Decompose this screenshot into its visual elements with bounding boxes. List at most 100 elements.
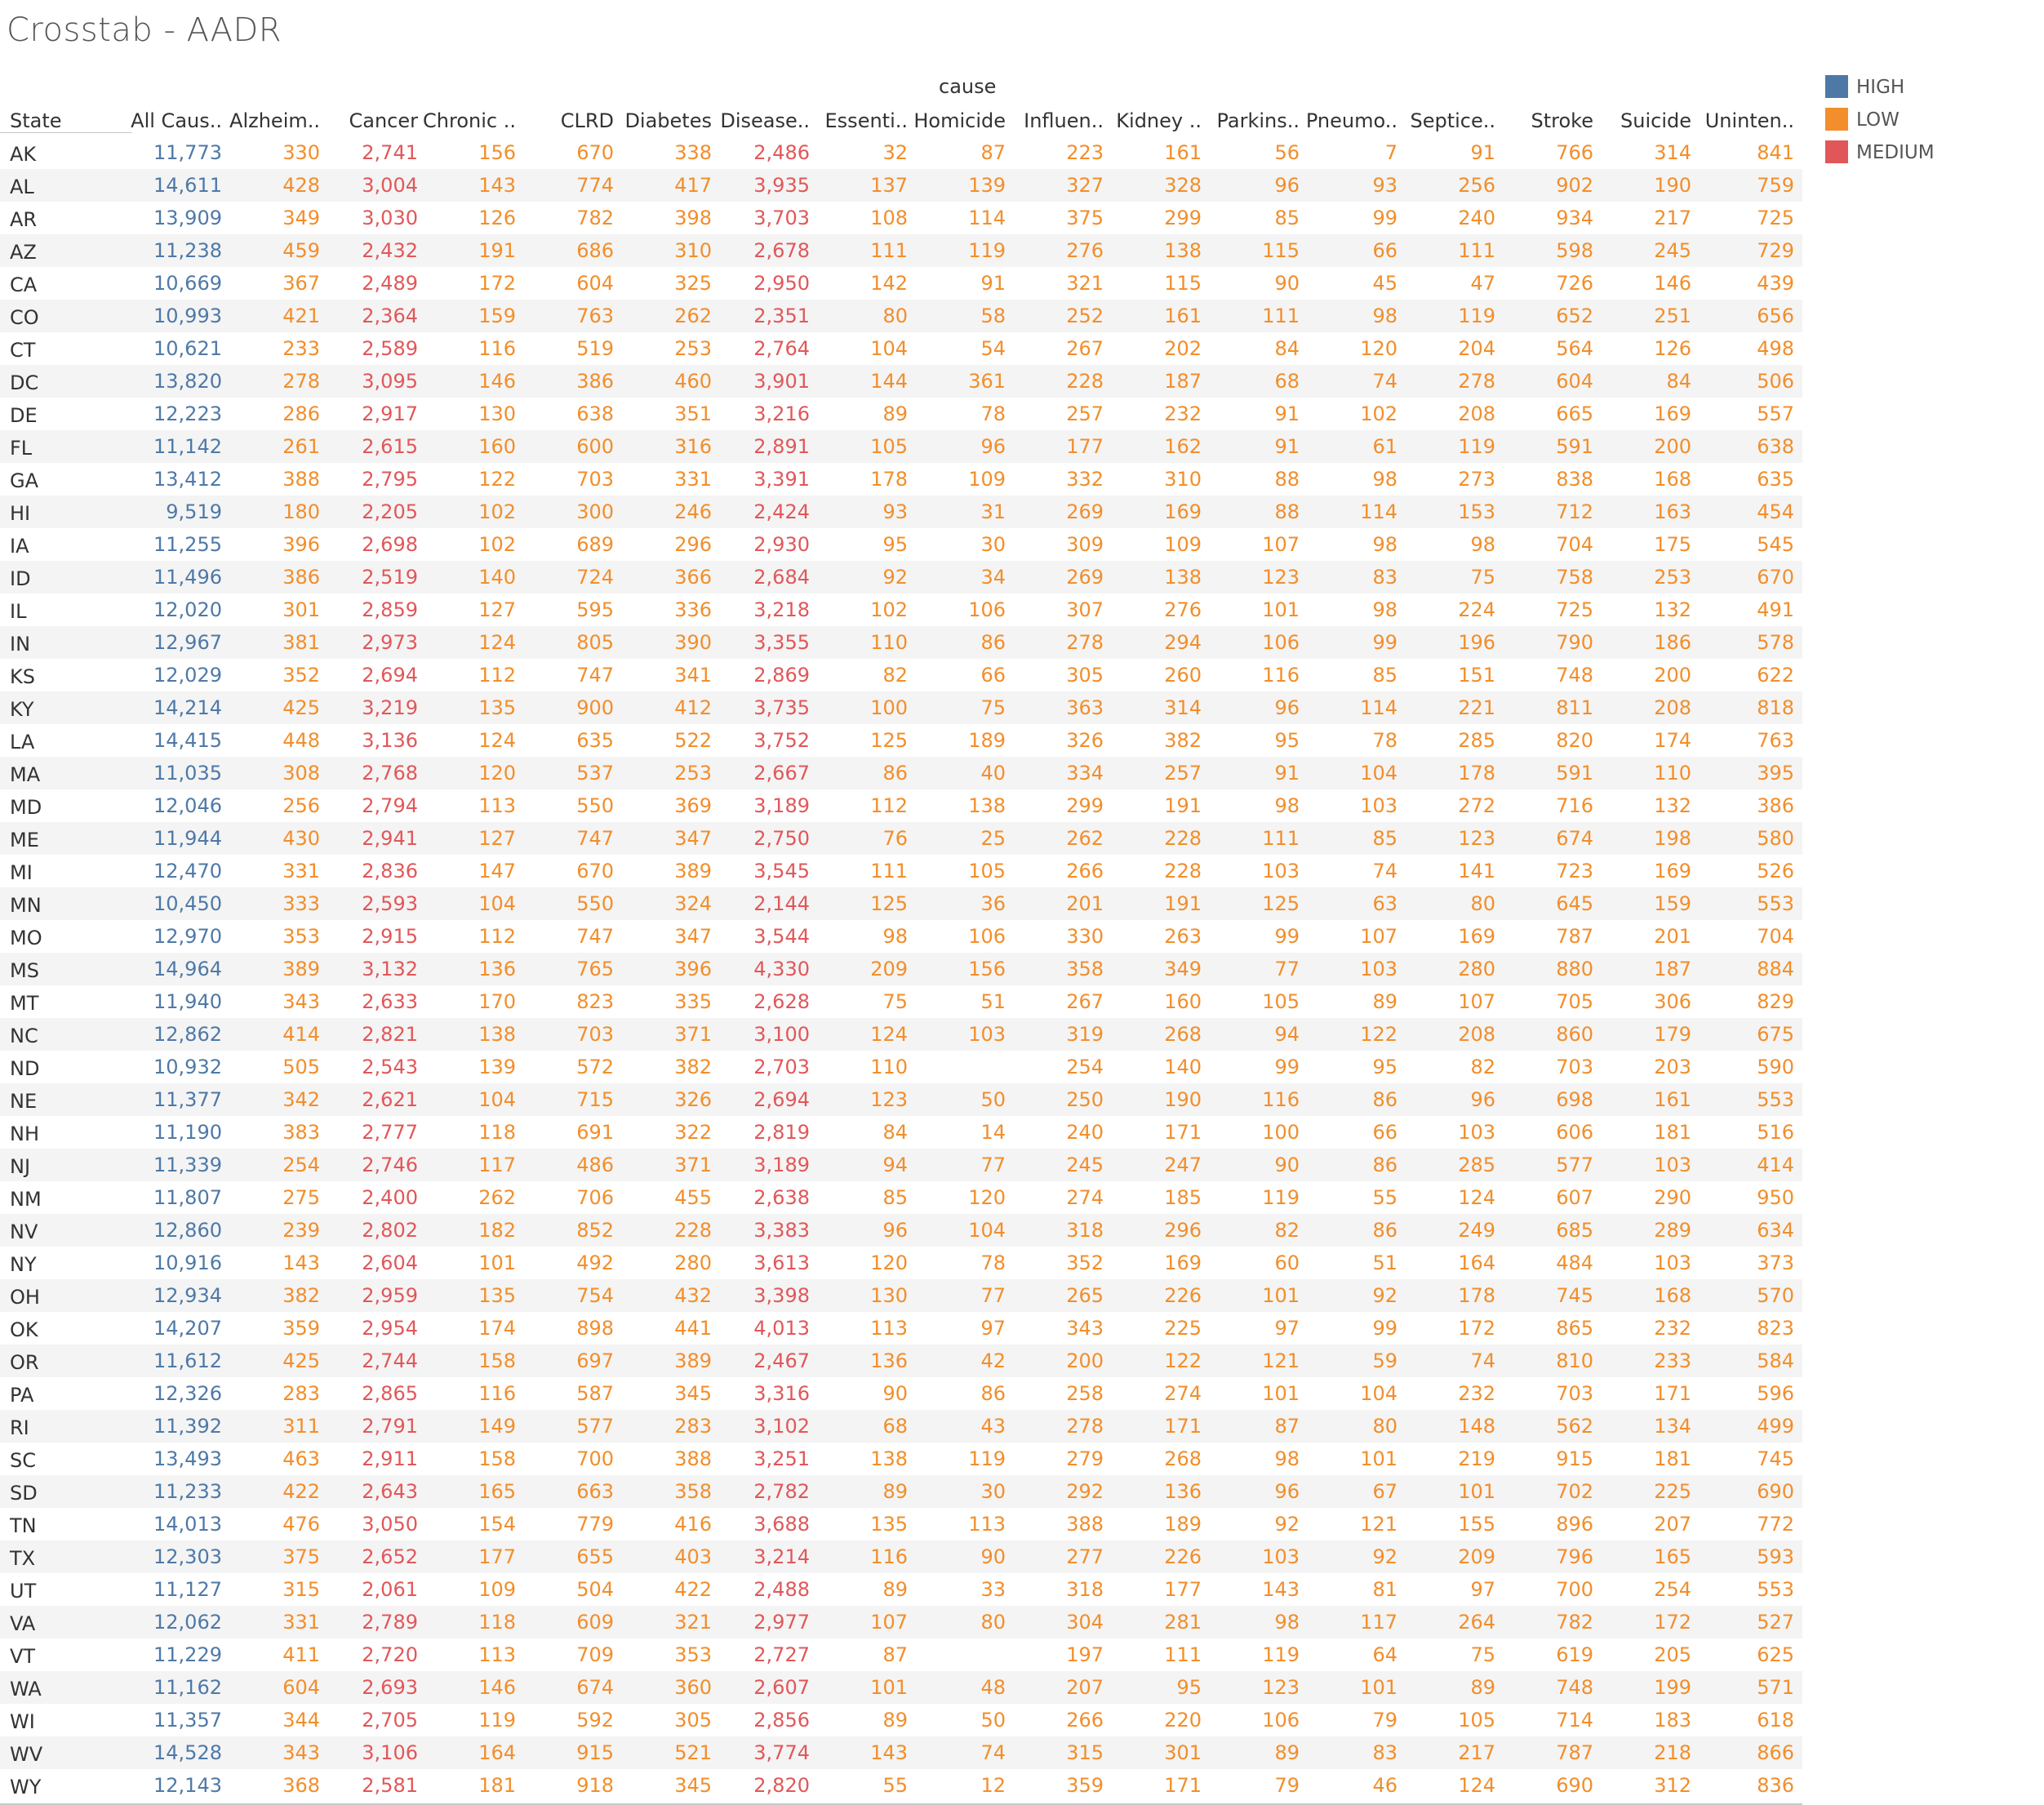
column-header[interactable]: Uninten.. (1704, 109, 1794, 132)
table-cell[interactable]: 118 (478, 1121, 516, 1144)
table-cell[interactable]: 2,856 (753, 1709, 810, 1732)
table-cell[interactable]: 91 (1274, 402, 1300, 425)
table-cell[interactable]: 96 (882, 1219, 908, 1242)
table-cell[interactable]: 369 (674, 794, 712, 817)
table-cell[interactable]: 703 (1556, 1056, 1593, 1078)
table-cell[interactable]: 3,219 (362, 696, 418, 719)
table-cell[interactable]: 790 (1556, 631, 1593, 654)
table-cell[interactable]: 3,935 (753, 174, 810, 197)
table-cell[interactable]: 220 (1164, 1709, 1202, 1732)
table-cell[interactable]: 11,162 (153, 1676, 222, 1699)
table-cell[interactable]: 319 (1066, 1023, 1104, 1046)
table-cell[interactable]: 709 (576, 1643, 614, 1666)
table-cell[interactable]: 712 (1556, 500, 1593, 523)
table-cell[interactable]: 2,727 (753, 1643, 810, 1666)
table-cell[interactable]: 92 (1372, 1545, 1397, 1568)
table-cell[interactable]: 96 (1470, 1088, 1495, 1111)
table-cell[interactable]: 326 (674, 1088, 712, 1111)
table-cell[interactable]: 758 (1556, 566, 1593, 589)
table-cell[interactable]: 67 (1372, 1480, 1397, 1503)
table-cell[interactable]: 169 (1654, 402, 1691, 425)
table-cell[interactable]: 4,330 (753, 958, 810, 980)
table-cell[interactable]: 587 (576, 1382, 614, 1405)
table-cell[interactable]: 155 (1458, 1513, 1495, 1536)
table-cell[interactable]: 12,143 (153, 1774, 222, 1797)
table-cell[interactable]: 11,229 (153, 1643, 222, 1666)
table-cell[interactable]: 120 (1360, 337, 1397, 360)
table-cell[interactable]: 153 (1458, 500, 1495, 523)
table-cell[interactable]: 841 (1757, 141, 1794, 164)
table-cell[interactable]: 674 (576, 1676, 614, 1699)
table-cell[interactable]: 2,865 (362, 1382, 418, 1405)
table-cell[interactable]: 177 (478, 1545, 516, 1568)
table-cell[interactable]: 232 (1654, 1317, 1691, 1340)
table-cell[interactable]: 382 (1164, 729, 1202, 752)
table-cell[interactable]: 86 (1372, 1154, 1397, 1176)
table-cell[interactable]: 102 (478, 500, 516, 523)
table-cell[interactable]: 104 (478, 892, 516, 915)
table-cell[interactable]: 306 (1654, 990, 1691, 1013)
table-cell[interactable]: 663 (576, 1480, 614, 1503)
table-cell[interactable]: 200 (1654, 664, 1691, 687)
table-cell[interactable]: 349 (1164, 958, 1202, 980)
table-cell[interactable]: 564 (1556, 337, 1593, 360)
table-cell[interactable]: 169 (1164, 500, 1202, 523)
table-cell[interactable]: 138 (1164, 566, 1202, 589)
table-cell[interactable]: 97 (1470, 1578, 1495, 1601)
table-cell[interactable]: 278 (282, 370, 320, 393)
table-cell[interactable]: 283 (282, 1382, 320, 1405)
table-cell[interactable]: 3,703 (753, 207, 810, 229)
table-cell[interactable]: 309 (1066, 533, 1104, 556)
table-cell[interactable]: 126 (1654, 337, 1691, 360)
table-cell[interactable]: 256 (282, 794, 320, 817)
table-cell[interactable]: 396 (282, 533, 320, 556)
table-cell[interactable]: 267 (1066, 337, 1104, 360)
table-cell[interactable]: 86 (882, 762, 908, 785)
table-cell[interactable]: 200 (1066, 1349, 1104, 1372)
table-cell[interactable]: 113 (478, 794, 516, 817)
table-cell[interactable]: 670 (576, 141, 614, 164)
column-header[interactable]: Septice.. (1410, 109, 1495, 132)
table-cell[interactable]: 383 (282, 1121, 320, 1144)
table-cell[interactable]: 373 (1757, 1251, 1794, 1274)
table-cell[interactable]: 86 (1372, 1219, 1397, 1242)
table-cell[interactable]: 2,633 (362, 990, 418, 1013)
table-cell[interactable]: 113 (478, 1643, 516, 1666)
table-cell[interactable]: 267 (1066, 990, 1104, 1013)
table-cell[interactable]: 156 (478, 141, 516, 164)
table-cell[interactable]: 11,392 (153, 1415, 222, 1438)
table-cell[interactable]: 48 (980, 1676, 1006, 1699)
table-cell[interactable]: 187 (1654, 958, 1691, 980)
table-cell[interactable]: 119 (1458, 435, 1495, 458)
table-cell[interactable]: 381 (282, 631, 320, 654)
table-cell[interactable]: 169 (1458, 925, 1495, 948)
table-cell[interactable]: 84 (1666, 370, 1691, 393)
table-cell[interactable]: 278 (1066, 1415, 1104, 1438)
table-cell[interactable]: 123 (1262, 566, 1300, 589)
table-cell[interactable]: 884 (1757, 958, 1794, 980)
table-cell[interactable]: 126 (478, 207, 516, 229)
table-cell[interactable]: 83 (1372, 1741, 1397, 1764)
table-cell[interactable]: 66 (980, 664, 1006, 687)
table-cell[interactable]: 609 (576, 1611, 614, 1634)
table-cell[interactable]: 2,950 (753, 272, 810, 295)
table-cell[interactable]: 398 (674, 207, 712, 229)
table-cell[interactable]: 158 (478, 1447, 516, 1470)
table-cell[interactable]: 274 (1066, 1186, 1104, 1209)
table-cell[interactable]: 484 (1556, 1251, 1593, 1274)
table-cell[interactable]: 360 (674, 1676, 712, 1699)
table-cell[interactable]: 47 (1470, 272, 1495, 295)
table-cell[interactable]: 359 (1066, 1774, 1104, 1797)
table-cell[interactable]: 592 (576, 1709, 614, 1732)
table-cell[interactable]: 245 (1654, 239, 1691, 262)
table-cell[interactable]: 103 (1654, 1251, 1691, 1274)
table-cell[interactable]: 182 (478, 1219, 516, 1242)
table-cell[interactable]: 116 (1262, 1088, 1300, 1111)
table-cell[interactable]: 101 (1262, 1284, 1300, 1307)
table-cell[interactable]: 2,973 (362, 631, 418, 654)
table-cell[interactable]: 256 (1458, 174, 1495, 197)
table-cell[interactable]: 2,768 (362, 762, 418, 785)
table-cell[interactable]: 714 (1556, 1709, 1593, 1732)
table-cell[interactable]: 263 (1164, 925, 1202, 948)
table-cell[interactable]: 25 (980, 827, 1006, 850)
